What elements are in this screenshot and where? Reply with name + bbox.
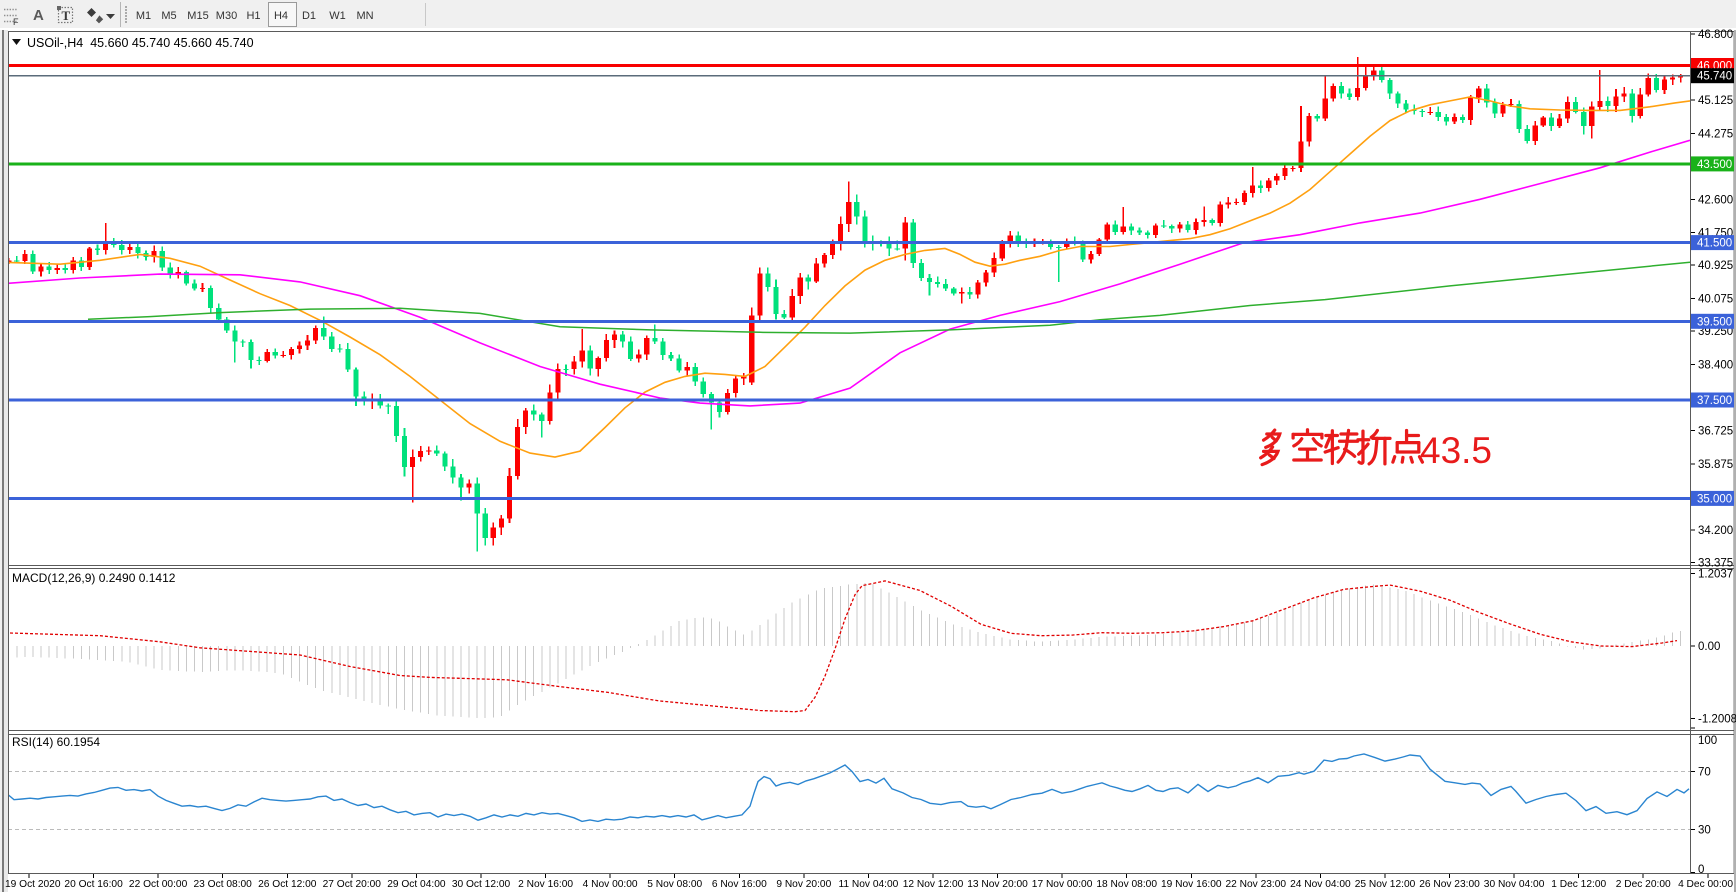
svg-text:M15: M15: [187, 10, 208, 22]
svg-text:39.500: 39.500: [1697, 316, 1732, 328]
svg-text:22 Oct 00:00: 22 Oct 00:00: [129, 879, 188, 890]
svg-text:41.500: 41.500: [1697, 238, 1732, 250]
svg-text:F: F: [13, 17, 19, 27]
svg-text:46.800: 46.800: [1698, 29, 1733, 41]
svg-text:H4: H4: [274, 10, 288, 22]
svg-text:11 Nov 04:00: 11 Nov 04:00: [838, 879, 898, 890]
svg-text:D1: D1: [302, 10, 316, 22]
svg-text:26 Nov 23:00: 26 Nov 23:00: [1419, 879, 1480, 890]
svg-text:34.200: 34.200: [1698, 525, 1733, 537]
svg-text:13 Nov 20:00: 13 Nov 20:00: [967, 879, 1028, 890]
svg-text:37.500: 37.500: [1697, 395, 1732, 407]
svg-text:18 Nov 08:00: 18 Nov 08:00: [1096, 879, 1157, 890]
svg-text:36.725: 36.725: [1698, 426, 1733, 438]
svg-text:38.400: 38.400: [1698, 360, 1733, 372]
svg-text:W1: W1: [329, 10, 346, 22]
svg-text:5 Nov 08:00: 5 Nov 08:00: [647, 879, 702, 890]
svg-text:4 Dec 00:00: 4 Dec 00:00: [1678, 879, 1733, 890]
svg-text:2 Nov 16:00: 2 Nov 16:00: [518, 879, 573, 890]
svg-text:M5: M5: [161, 10, 176, 22]
svg-text:6 Nov 16:00: 6 Nov 16:00: [712, 879, 767, 890]
svg-text:4 Nov 00:00: 4 Nov 00:00: [583, 879, 638, 890]
svg-text:-1.2008: -1.2008: [1698, 713, 1736, 725]
svg-text:22 Nov 23:00: 22 Nov 23:00: [1225, 879, 1286, 890]
svg-text:23 Oct 08:00: 23 Oct 08:00: [194, 879, 253, 890]
svg-text:26 Oct 12:00: 26 Oct 12:00: [258, 879, 317, 890]
svg-text:70: 70: [1698, 767, 1711, 779]
svg-text:A: A: [33, 7, 44, 24]
svg-text:20 Oct 16:00: 20 Oct 16:00: [64, 879, 123, 890]
svg-text:30: 30: [1698, 824, 1711, 836]
svg-text:30 Nov 04:00: 30 Nov 04:00: [1484, 879, 1545, 890]
svg-text:30 Oct 12:00: 30 Oct 12:00: [452, 879, 511, 890]
svg-text:40.075: 40.075: [1698, 294, 1733, 306]
svg-text:24 Nov 04:00: 24 Nov 04:00: [1290, 879, 1351, 890]
svg-text:44.275: 44.275: [1698, 128, 1733, 140]
svg-text:T: T: [62, 8, 71, 23]
svg-text:40.925: 40.925: [1698, 260, 1733, 272]
svg-text:12 Nov 12:00: 12 Nov 12:00: [903, 879, 964, 890]
svg-text:39.250: 39.250: [1698, 326, 1733, 338]
svg-text:33.375: 33.375: [1698, 557, 1733, 569]
svg-text:45.125: 45.125: [1698, 95, 1733, 107]
svg-text:0: 0: [1698, 864, 1704, 876]
svg-text:M30: M30: [216, 10, 237, 22]
svg-text:35.875: 35.875: [1698, 459, 1733, 471]
svg-text:29 Oct 04:00: 29 Oct 04:00: [387, 879, 446, 890]
svg-text:H1: H1: [246, 10, 260, 22]
svg-text:27 Oct 20:00: 27 Oct 20:00: [323, 879, 382, 890]
svg-text:35.000: 35.000: [1697, 493, 1732, 505]
svg-text:RSI(14) 60.1954: RSI(14) 60.1954: [12, 735, 100, 749]
svg-text:2 Dec 20:00: 2 Dec 20:00: [1616, 879, 1671, 890]
svg-text:MN: MN: [356, 10, 373, 22]
svg-text:45.740: 45.740: [1697, 71, 1732, 83]
svg-text:19 Oct 2020: 19 Oct 2020: [5, 879, 61, 890]
svg-text:25 Nov 12:00: 25 Nov 12:00: [1355, 879, 1416, 890]
svg-text:1.2037: 1.2037: [1698, 568, 1733, 580]
svg-text:43.5: 43.5: [1420, 430, 1492, 471]
svg-text:19 Nov 16:00: 19 Nov 16:00: [1161, 879, 1222, 890]
svg-text:43.500: 43.500: [1697, 159, 1732, 171]
svg-text:0.00: 0.00: [1698, 641, 1720, 653]
svg-text:17 Nov 00:00: 17 Nov 00:00: [1032, 879, 1093, 890]
svg-text:9 Nov 20:00: 9 Nov 20:00: [776, 879, 831, 890]
svg-text:USOil-,H4 45.660 45.740 45.66: USOil-,H4 45.660 45.740 45.660 45.740: [27, 36, 254, 50]
svg-text:MACD(12,26,9) 0.2490 0.1412: MACD(12,26,9) 0.2490 0.1412: [12, 571, 176, 585]
svg-text:42.600: 42.600: [1698, 194, 1733, 206]
svg-text:M1: M1: [136, 10, 151, 22]
svg-text:100: 100: [1698, 735, 1717, 747]
svg-text:1 Dec 12:00: 1 Dec 12:00: [1551, 879, 1606, 890]
